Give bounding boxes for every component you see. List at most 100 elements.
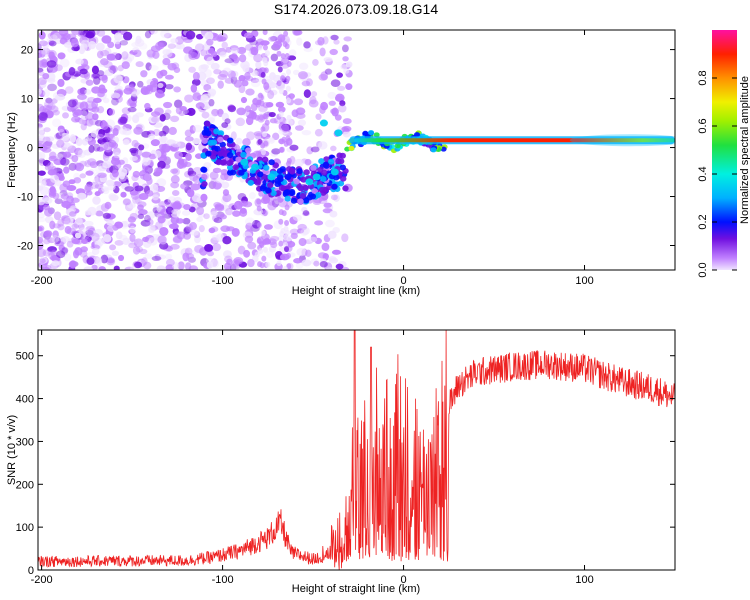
- spectrogram-cell: [113, 74, 123, 84]
- spectrogram-cell: [60, 193, 70, 200]
- spectrogram-cell: [194, 43, 205, 52]
- spectrogram-cell: [235, 156, 242, 163]
- spectrogram-cell: [47, 102, 56, 111]
- spectrogram-cell: [170, 168, 179, 174]
- spectrogram-cell: [84, 111, 95, 121]
- spectrogram-cell: [48, 155, 59, 162]
- spectrogram-cell: [261, 255, 267, 262]
- spectrogram-cell: [65, 143, 73, 149]
- spectrogram-cell: [142, 156, 151, 166]
- spectrogram-cell: [205, 150, 212, 157]
- spectrogram-cell: [245, 147, 252, 154]
- spectrogram-cell: [149, 183, 159, 193]
- spectrogram-cell: [204, 120, 211, 127]
- spectrogram-cell: [144, 214, 151, 223]
- spectrogram-cell: [314, 40, 323, 46]
- spectrogram-cell: [38, 40, 48, 47]
- spectrogram-cell: [206, 250, 215, 257]
- spectrogram-cell: [39, 258, 46, 264]
- spectrogram-cell: [255, 150, 261, 157]
- spectrogram-cell: [339, 152, 346, 159]
- spectrogram-cell: [87, 206, 97, 216]
- spectrogram-cell: [155, 221, 163, 230]
- spectrogram-x-tick-label: 0: [400, 275, 406, 287]
- spectrogram-cell: [201, 111, 210, 119]
- spectrogram-cell: [40, 180, 47, 187]
- spectrogram-cell: [38, 77, 47, 85]
- spectrogram-cell: [299, 192, 307, 199]
- spectrogram-cell: [52, 192, 60, 200]
- spectrogram-cell: [319, 105, 326, 114]
- spectrogram-cell: [333, 194, 340, 202]
- spectrogram-cell: [259, 40, 270, 46]
- spectrogram-cell: [245, 116, 254, 126]
- spectrogram-cell: [255, 60, 262, 70]
- spectrogram-cell: [110, 157, 121, 166]
- spectrogram-cell: [233, 200, 243, 210]
- spectrogram-cell: [64, 216, 74, 226]
- spectrogram-cell: [317, 36, 325, 46]
- spectrogram-cell: [100, 121, 109, 130]
- snr-y-tick-label: 200: [16, 479, 34, 491]
- spectrogram-cell: [38, 60, 45, 68]
- spectrogram-cell: [121, 51, 129, 60]
- spectrogram-cell: [203, 213, 210, 220]
- spectrogram-cell: [115, 53, 122, 61]
- spectrogram-cell: [229, 169, 237, 176]
- spectrogram-cell: [246, 131, 256, 141]
- spectrogram-cell: [78, 227, 88, 235]
- spectrogram-cell: [184, 262, 192, 270]
- spectrogram-cell: [278, 184, 286, 191]
- spectrogram-cell: [293, 178, 300, 185]
- spectrogram-cell: [43, 127, 51, 133]
- spectrogram-cell: [85, 225, 95, 232]
- spectrogram-cell: [129, 102, 137, 109]
- spectrogram-cell: [227, 137, 234, 144]
- spectrogram-cell: [49, 220, 56, 230]
- spectrogram-cell: [142, 236, 150, 243]
- spectrogram-cell: [229, 266, 240, 270]
- spectrogram-cell: [256, 198, 262, 205]
- spectrogram-cell: [160, 30, 170, 39]
- spectrogram-cell: [254, 251, 260, 258]
- spectrogram-cell: [59, 58, 70, 68]
- spectrogram-cell: [170, 181, 180, 189]
- spectrogram-cell: [140, 70, 148, 78]
- spectrogram-cell: [76, 217, 83, 226]
- spectrogram-cell: [305, 78, 313, 87]
- spectrogram-cell: [190, 229, 199, 236]
- spectrogram-cell: [125, 53, 135, 62]
- spectrogram-cell: [284, 189, 291, 196]
- spectrogram-cell: [298, 62, 309, 70]
- spectrogram-cell: [262, 30, 268, 36]
- spectrogram-cell: [186, 252, 195, 260]
- spectrogram-cell: [245, 88, 255, 96]
- snr-y-tick-label: 0: [28, 565, 34, 577]
- spectrogram-cell: [224, 58, 235, 64]
- spectrogram-cell: [45, 97, 53, 104]
- spectrogram-cell: [342, 118, 352, 125]
- spectrogram-cell: [285, 85, 291, 92]
- spectrogram-cell: [119, 40, 129, 46]
- spectrogram-cell: [144, 102, 151, 110]
- spectrogram-cell: [184, 129, 192, 138]
- spectrogram-cell: [163, 32, 172, 39]
- spectrogram-cell: [210, 62, 220, 70]
- spectrogram-cell: [292, 69, 300, 76]
- spectrogram-cell: [134, 38, 145, 47]
- spectrogram-cell: [251, 70, 259, 77]
- spectrogram-cell: [248, 192, 256, 200]
- snr-panel: -200 -100 0 100 0 100 200 300 400 500 Height of s…: [6, 329, 676, 595]
- snr-y-tick-label: 400: [16, 394, 34, 406]
- spectrogram-cell: [333, 39, 340, 45]
- spectrogram-cell: [173, 99, 183, 109]
- spectrogram-cell: [52, 109, 60, 116]
- spectrogram-cell: [38, 199, 45, 206]
- spectrogram-cell: [107, 258, 115, 264]
- spectrogram-cell: [39, 105, 47, 115]
- spectrogram-cell: [201, 138, 208, 145]
- spectrogram-cell: [66, 184, 77, 192]
- spectrogram-cell: [284, 52, 290, 59]
- spectrogram-cell: [286, 69, 292, 76]
- spectrogram-cell: [318, 73, 328, 81]
